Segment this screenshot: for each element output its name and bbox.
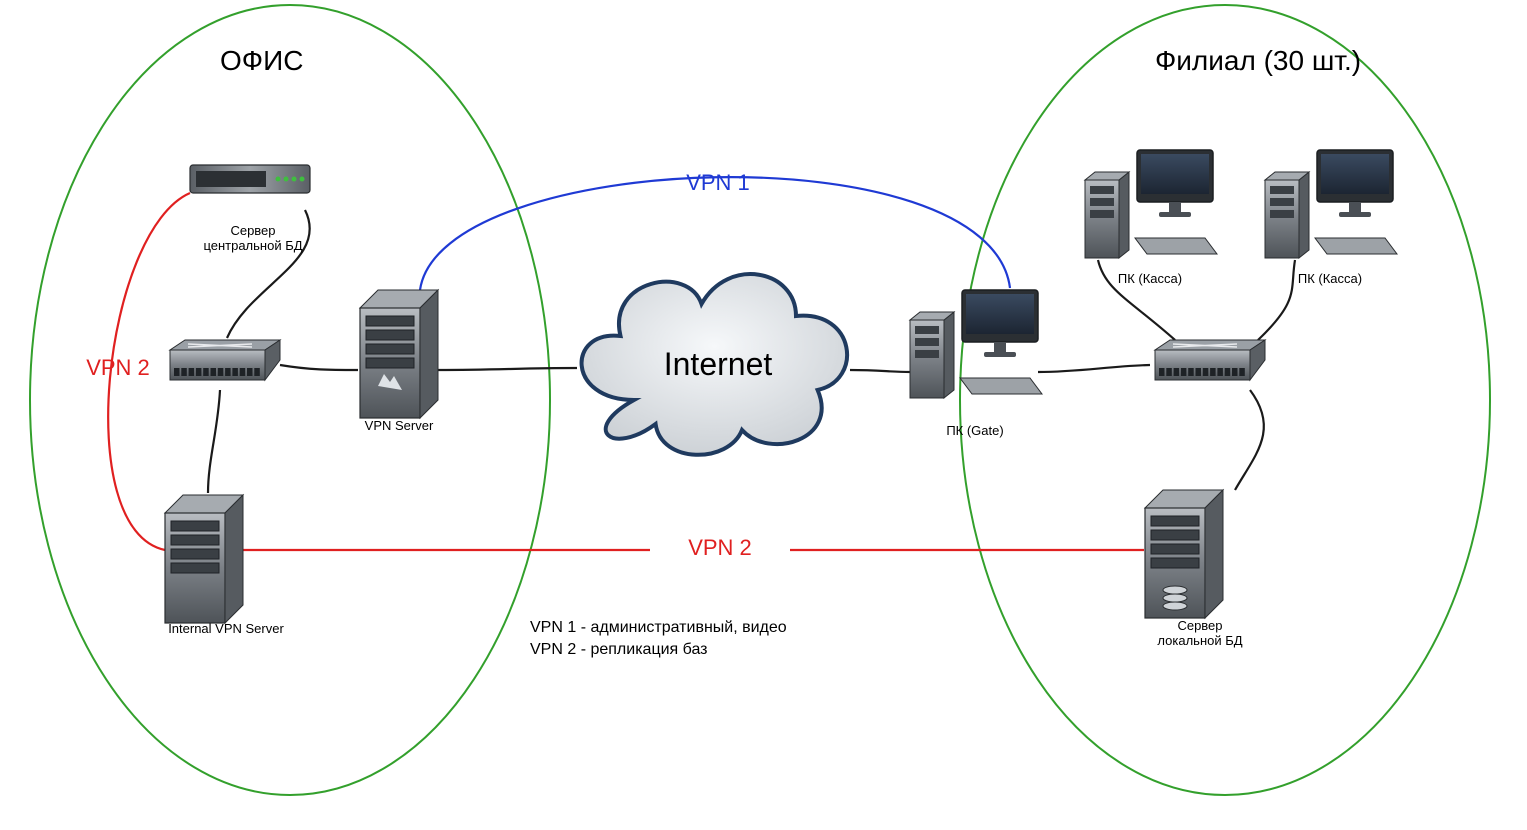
zone-branch [960, 5, 1490, 795]
edge-office_switch-vpn_server [280, 365, 358, 370]
network-diagram: ОФИС Филиал (30 шт.) Internet Серверцент… [0, 0, 1527, 830]
zone-branch-title: Филиал (30 шт.) [1155, 45, 1361, 76]
node-vpn_server [360, 290, 438, 418]
edge-gate_pc-branch_switch [1038, 365, 1150, 372]
node-branch_switch [1155, 340, 1265, 380]
node-internal_vpn [165, 495, 243, 623]
edge-office_switch-internal_vpn [208, 390, 220, 493]
vpn2-label-mid: VPN 2 [688, 535, 752, 560]
zone-office-title: ОФИС [220, 45, 303, 76]
node-label-gate_pc: ПК (Gate) [946, 423, 1003, 438]
node-label-kassa2: ПК (Касса) [1298, 271, 1362, 286]
node-office_switch [170, 340, 280, 380]
legend-line-1: VPN 2 - репликация баз [530, 641, 708, 658]
node-kassa1 [1085, 150, 1217, 258]
legend: VPN 1 - административный, видео VPN 2 - р… [530, 619, 787, 658]
node-central_db [190, 165, 310, 193]
vpn2-label-left: VPN 2 [86, 355, 150, 380]
node-label-kassa1: ПК (Касса) [1118, 271, 1182, 286]
edge-cloud-gate_pc [850, 370, 910, 372]
legend-line-0: VPN 1 - административный, видео [530, 619, 787, 636]
edge-branch_switch-local_db [1235, 390, 1264, 490]
node-label-local_db: Серверлокальной БД [1157, 618, 1242, 648]
edge-vpn_server-cloud [438, 368, 577, 370]
node-local_db [1145, 490, 1223, 618]
cloud-label: Internet [664, 346, 773, 382]
vpn1-label: VPN 1 [686, 170, 750, 195]
node-kassa2 [1265, 150, 1397, 258]
node-gate_pc [910, 290, 1042, 398]
node-label-vpn_server: VPN Server [365, 418, 434, 433]
node-label-internal_vpn: Internal VPN Server [168, 621, 284, 636]
internet-cloud: Internet [582, 274, 848, 455]
node-label-central_db: Серверцентральной БД [203, 223, 302, 253]
edge-branch_switch-kassa2 [1258, 260, 1295, 340]
